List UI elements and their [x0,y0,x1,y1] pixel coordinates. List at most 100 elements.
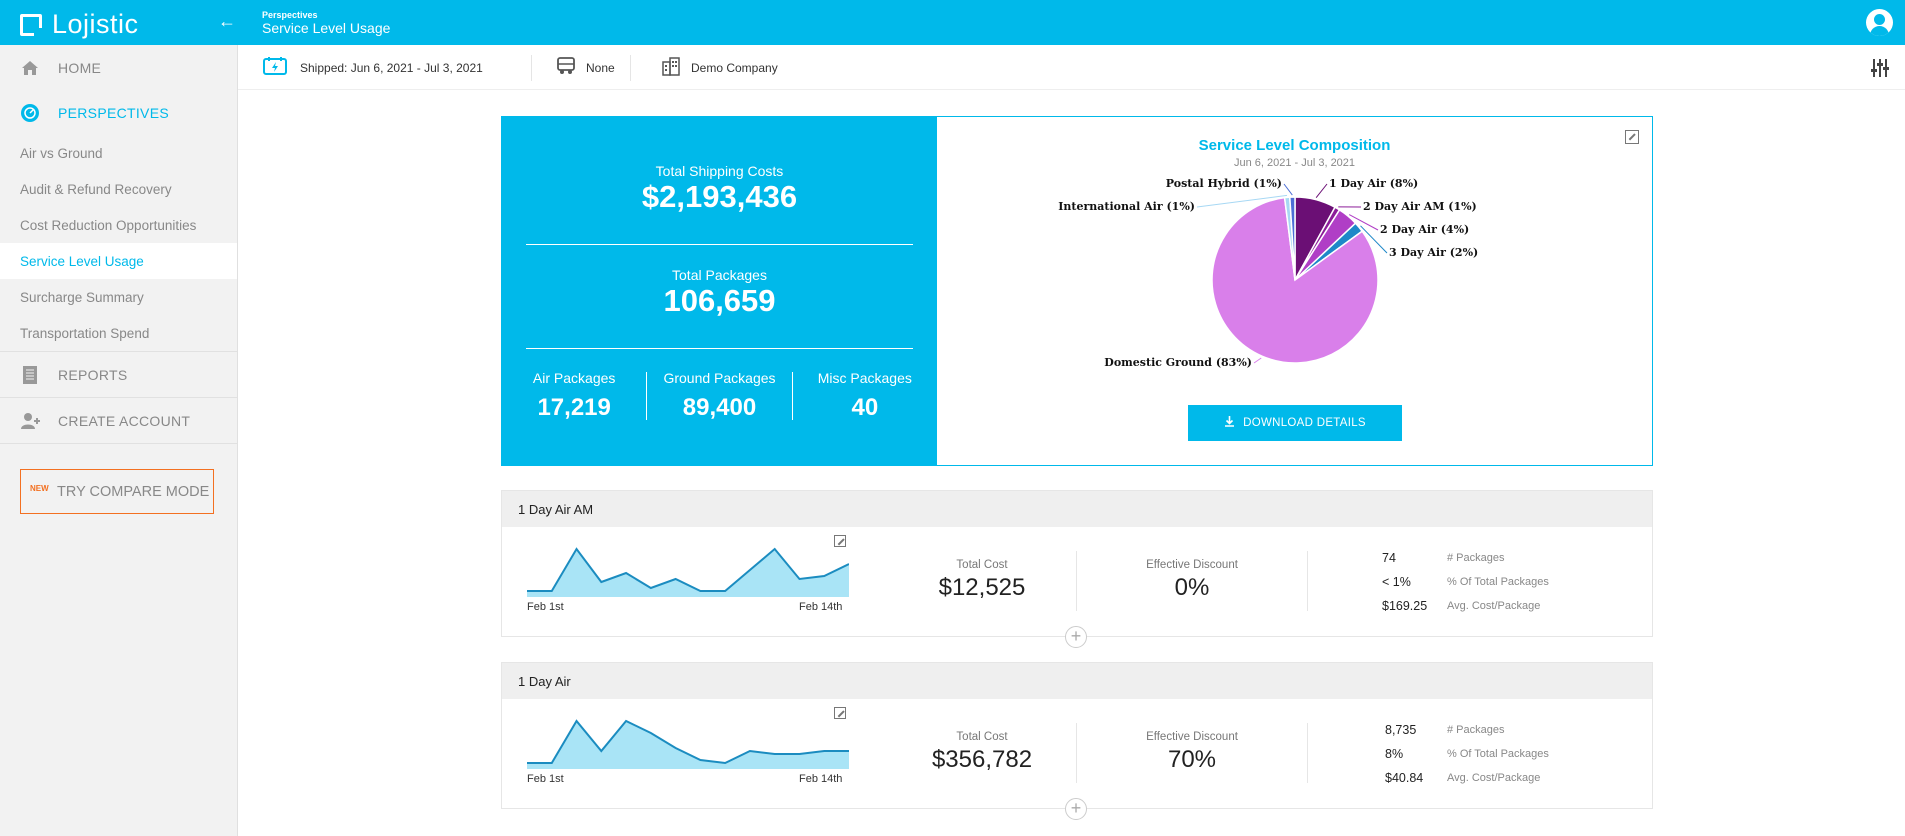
avg-label: Avg. Cost/Package [1447,600,1541,612]
total-shipping-label: Total Shipping Costs [655,163,784,179]
brand-name: Lojistic [52,9,139,39]
pie-slice-postal-hybrid[interactable] [1288,196,1296,281]
avg-label: Avg. Cost/Package [1447,772,1541,784]
pie-connector-line [1253,357,1262,364]
back-arrow-icon[interactable]: ← [218,11,236,31]
avg-value: $40.84 [1385,771,1424,785]
pct-value: 8% [1385,747,1404,761]
pie-label: Domestic Ground (83%) [1104,356,1252,369]
sparkline-area [527,721,849,769]
user-avatar-icon[interactable] [1866,9,1893,36]
building-icon [661,56,681,79]
expand-card-plus-button[interactable]: + [1065,798,1087,820]
company-filter-label: Demo Company [691,60,778,75]
sidebar-item-label: CREATE ACCOUNT [58,412,191,429]
service-card-1-day-air-am: 1 Day Air AM Feb 1st Feb 14th Total Cost… [501,490,1653,648]
total-packages-value: 106,659 [663,283,776,318]
effective-discount-label: Effective Discount [1146,559,1238,571]
card-title: 1 Day Air [502,663,1652,699]
effective-discount-label: Effective Discount [1146,731,1238,743]
pie-connector-line [1283,183,1293,196]
packages-value: 74 [1382,551,1396,565]
sidebar-sub-surcharge-summary[interactable]: Surcharge Summary [20,289,144,305]
sidebar-item-create-account[interactable]: CREATE ACCOUNT [0,398,237,443]
pct-row: 8% % Of Total Packages [1385,747,1549,761]
pie-label: 2 Day Air AM (1%) [1363,200,1477,213]
effective-discount-value: 0% [1174,574,1210,601]
total-packages-label: Total Packages [672,267,767,283]
packages-row: 8,735 # Packages [1385,723,1504,737]
sparkline-line [527,719,849,765]
compare-label: TRY COMPARE MODE [57,483,210,500]
sidebar-sub-air-vs-ground[interactable]: Air vs Ground [20,145,103,161]
gauge-icon [20,103,40,123]
pct-row: < 1% % Of Total Packages [1382,575,1549,589]
sparkline-end-label: Feb 14th [799,773,843,785]
logo-icon [20,13,42,36]
packages-value: 8,735 [1385,723,1417,737]
sidebar-sub-service-level-usage[interactable]: Service Level Usage [0,243,237,279]
packages-label: # Packages [1447,724,1505,736]
pie-label: 1 Day Air (8%) [1329,177,1419,190]
sidebar-item-perspectives[interactable]: PERSPECTIVES [0,90,237,135]
packages-label: # Packages [1447,552,1505,564]
sparkline-chart [527,719,849,769]
sidebar-item-label: PERSPECTIVES [58,104,169,121]
pie-label: 2 Day Air (4%) [1380,223,1470,236]
sparkline-start-label: Feb 1st [527,601,564,613]
sidebar-sub-cost-reduction[interactable]: Cost Reduction Opportunities [20,217,197,233]
sparkline-area [527,549,849,597]
sparkline-chart [527,547,849,597]
sidebar-sub-audit-refund[interactable]: Audit & Refund Recovery [20,181,172,197]
date-filter[interactable]: Shipped: Jun 6, 2021 - Jul 3, 2021 [262,45,483,90]
total-cost-label: Total Cost [956,559,1008,571]
home-icon [20,58,40,78]
expand-card-plus-button[interactable]: + [1065,626,1087,648]
carrier-filter[interactable]: None [556,45,615,90]
top-bar: Lojistic ← Perspectives Service Level Us… [0,0,1905,45]
stats-panel: Total Shipping Costs $2,193,436 Total Pa… [502,117,937,465]
new-badge: NEW [30,484,49,493]
pct-label: % Of Total Packages [1447,748,1549,760]
sidebar-item-home[interactable]: HOME [0,45,237,90]
pie-label: Postal Hybrid (1%) [1165,177,1282,190]
sidebar: HOME PERSPECTIVES Air vs Ground Audit & … [0,45,238,836]
calendar-bolt-icon [262,56,290,79]
pct-value: < 1% [1382,575,1411,589]
card-title: 1 Day Air AM [502,491,1652,527]
carrier-filter-label: None [586,60,615,75]
sidebar-item-label: REPORTS [58,366,128,383]
pct-label: % Of Total Packages [1447,576,1549,588]
breadcrumb-parent[interactable]: Perspectives [262,10,318,20]
filter-bar: Shipped: Jun 6, 2021 - Jul 3, 2021 None … [238,45,1905,90]
packages-row: 74 # Packages [1382,551,1504,565]
summary-panel: Total Shipping Costs $2,193,436 Total Pa… [501,116,1653,466]
download-icon [1224,416,1235,430]
composition-subtitle: Jun 6, 2021 - Jul 3, 2021 [1233,157,1356,169]
expand-icon[interactable] [834,707,846,719]
pie-connector-line [1348,214,1379,231]
brand-logo[interactable]: Lojistic [20,9,139,40]
sliders-settings-icon[interactable] [1869,57,1891,79]
total-shipping-value: $2,193,436 [641,179,798,214]
sidebar-item-reports[interactable]: REPORTS [0,352,237,397]
expand-icon[interactable] [834,535,846,547]
pie-connector-line [1360,225,1388,254]
download-details-button[interactable]: DOWNLOAD DETAILS [1188,405,1402,441]
sidebar-sub-transportation-spend[interactable]: Transportation Spend [20,325,150,341]
try-compare-mode-button[interactable]: NEW TRY COMPARE MODE [20,469,214,514]
date-filter-label: Shipped: Jun 6, 2021 - Jul 3, 2021 [300,60,483,75]
company-filter[interactable]: Demo Company [661,45,778,90]
total-cost-value: $12,525 [938,574,1026,601]
composition-title: Service Level Composition [1198,137,1391,154]
expand-icon[interactable] [1625,130,1639,144]
service-card-1-day-air: 1 Day Air Feb 1st Feb 14th Total Cost $3… [501,662,1653,820]
avg-row: $40.84 Avg. Cost/Package [1385,771,1540,785]
avg-row: $169.25 Avg. Cost/Package [1382,599,1540,613]
ground-packages-label: Ground Packages [663,370,776,386]
sidebar-item-label: HOME [58,59,102,76]
pie-connector-line [1315,183,1328,198]
pie-slice-domestic-ground[interactable] [1211,196,1379,364]
pie-label: International Air (1%) [1058,200,1195,213]
page-title: Service Level Usage [262,20,391,36]
